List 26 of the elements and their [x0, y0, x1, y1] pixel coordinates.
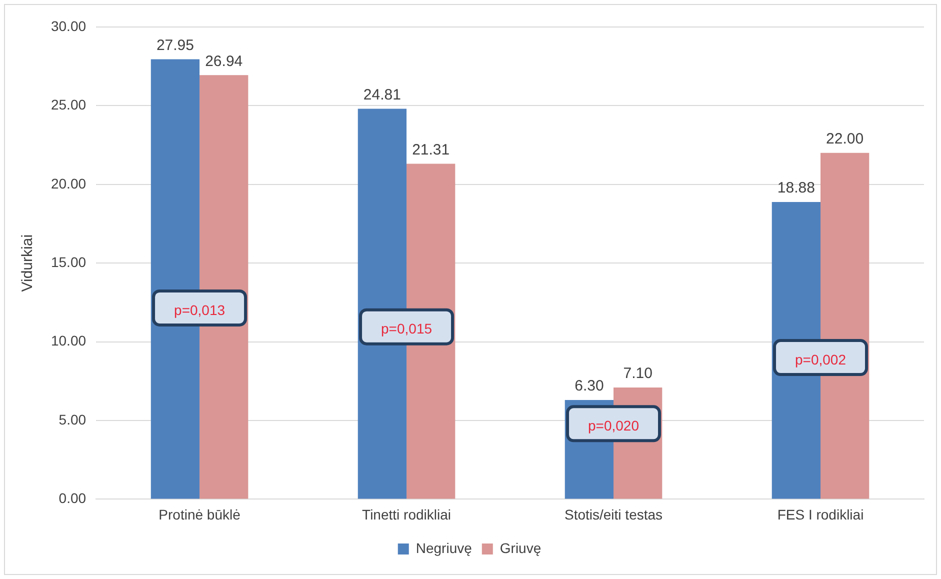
data-label: 7.10	[623, 365, 652, 382]
data-label: 18.88	[777, 180, 815, 197]
annotation: p=0,002	[795, 351, 846, 368]
y-tick-label: 25.00	[50, 96, 86, 113]
data-label: 6.30	[574, 378, 604, 395]
x-tick-label: FES I rodikliai	[777, 506, 864, 522]
data-label: 22.00	[826, 130, 864, 148]
y-axis-title: Vidurkiai	[19, 234, 36, 292]
annotation: p=0,020	[588, 418, 640, 434]
legend-label: Griuvę	[500, 540, 542, 556]
y-tick-label: 20.00	[50, 175, 86, 192]
y-tick-label: 0.00	[58, 490, 86, 506]
y-tick-label: 5.00	[58, 411, 86, 428]
data-label: 26.94	[205, 52, 243, 70]
y-tick-label: 10.00	[50, 332, 86, 349]
x-tick-label: Tinetti rodikliai	[362, 506, 452, 522]
data-label: 21.31	[412, 141, 450, 158]
y-tick-label: 15.00	[50, 254, 86, 270]
legend-label: Negriuvę	[416, 540, 472, 556]
annotation: p=0,013	[174, 302, 226, 318]
data-label: 27.95	[156, 36, 194, 54]
x-tick-label: Stotis/eiti testas	[564, 506, 663, 522]
y-tick-label: 30.00	[50, 18, 86, 34]
x-tick-label: Protinė būklė	[158, 506, 241, 522]
data-label: 24.81	[363, 86, 401, 104]
annotation: p=0,015	[381, 320, 432, 337]
